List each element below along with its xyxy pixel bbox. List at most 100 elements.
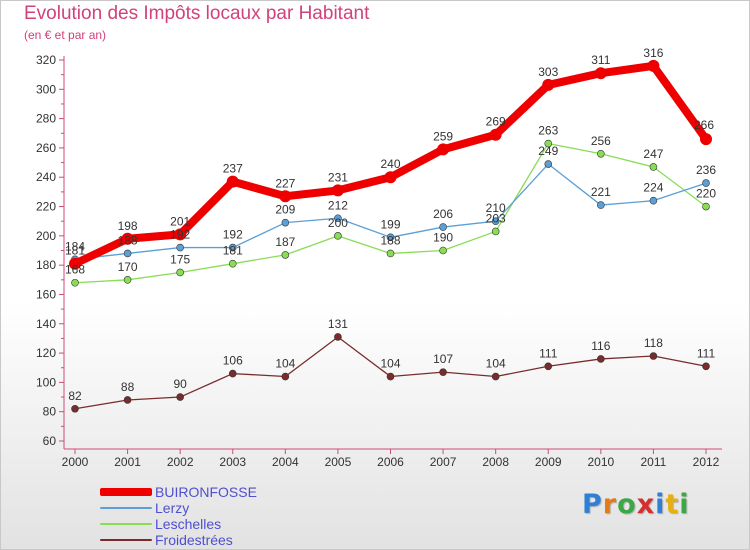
x-tick-label: 2009 [535, 455, 562, 469]
data-label: 210 [486, 201, 506, 215]
data-point [386, 372, 395, 381]
legend: BUIRONFOSSE Lerzy Leschelles Froidestrée… [100, 484, 257, 548]
data-point [176, 393, 184, 401]
data-label: 240 [380, 157, 400, 171]
data-label: 221 [591, 185, 611, 199]
data-label: 206 [433, 207, 453, 221]
data-point [228, 369, 237, 378]
data-point [491, 227, 500, 236]
data-point [279, 190, 292, 203]
x-tick-label: 2003 [219, 455, 246, 469]
y-tick-label: 220 [36, 200, 56, 214]
data-point [281, 251, 290, 259]
data-label: 111 [697, 346, 716, 360]
data-point [649, 196, 658, 205]
data-label: 118 [644, 336, 663, 350]
data-point [649, 352, 658, 360]
data-label: 82 [68, 389, 82, 403]
data-point [597, 201, 605, 209]
data-point [334, 214, 342, 223]
data-point [700, 133, 712, 146]
legend-item-buironfosse: BUIRONFOSSE [100, 484, 257, 500]
legend-label-lerzy: Lerzy [155, 500, 190, 516]
y-tick-label: 260 [36, 141, 56, 155]
data-label: 104 [275, 357, 295, 371]
chart-subtitle: (en € et par an) [24, 28, 107, 42]
y-tick-label: 280 [36, 112, 56, 126]
data-point [123, 276, 132, 284]
legend-item-froidestrees: Froidestrées [100, 532, 257, 548]
legend-label-froidestrees: Froidestrées [155, 532, 233, 548]
data-label: 90 [173, 377, 187, 391]
x-tick-label: 2008 [482, 455, 509, 469]
data-label: 227 [275, 176, 295, 190]
data-point [386, 233, 395, 242]
data-point [71, 278, 79, 287]
data-label: 184 [65, 239, 85, 253]
logo-letter: o [617, 489, 637, 520]
data-point [542, 78, 555, 91]
y-tick-label: 120 [36, 346, 56, 360]
x-tick-label: 2007 [430, 455, 457, 469]
legend-swatch-buironfosse [100, 488, 152, 496]
data-point [647, 59, 660, 72]
data-label: 188 [380, 233, 400, 247]
data-label: 104 [486, 357, 506, 371]
data-point [334, 333, 342, 341]
data-point [489, 128, 502, 141]
y-tick-label: 180 [36, 258, 56, 272]
data-label: 249 [538, 144, 558, 158]
data-label: 259 [433, 129, 453, 143]
data-label: 181 [65, 244, 85, 258]
logo-letter: r [602, 489, 618, 520]
data-label: 311 [591, 53, 610, 67]
y-tick-label: 100 [36, 375, 56, 389]
data-point [437, 143, 450, 156]
data-point [491, 372, 500, 381]
data-label: 263 [538, 124, 558, 138]
data-label: 237 [223, 162, 243, 176]
data-label: 247 [643, 147, 663, 161]
data-point [228, 259, 237, 268]
y-tick-label: 240 [36, 170, 56, 184]
data-label: 220 [696, 187, 716, 201]
data-point [597, 355, 605, 363]
legend-label-leschelles: Leschelles [155, 516, 222, 532]
data-label: 88 [121, 380, 135, 394]
data-point [491, 217, 500, 225]
logo-letter: P [582, 489, 603, 520]
x-tick-label: 2004 [272, 455, 299, 469]
legend-item-leschelles: Leschelles [100, 516, 257, 532]
legend-label-buironfosse: BUIRONFOSSE [155, 484, 257, 500]
data-point [228, 243, 237, 252]
x-tick-label: 2011 [641, 455, 667, 469]
data-point [174, 228, 187, 241]
data-point [123, 396, 132, 404]
legend-swatch-froidestrees [100, 539, 152, 541]
data-label: 212 [328, 198, 348, 212]
data-label: 231 [328, 170, 348, 184]
data-label: 116 [591, 339, 610, 353]
data-label: 256 [591, 134, 611, 148]
logo-letter: x [636, 489, 656, 520]
data-label: 198 [118, 219, 138, 233]
data-label: 175 [170, 252, 190, 266]
data-point [544, 160, 553, 168]
data-point [544, 362, 553, 371]
chart-title: Evolution des Impôts locaux par Habitant [24, 3, 370, 24]
data-label: 190 [433, 231, 453, 245]
data-point [439, 368, 447, 376]
data-point [594, 67, 607, 80]
data-point [176, 243, 184, 252]
data-label: 181 [223, 244, 243, 258]
data-point [71, 404, 79, 413]
data-point [331, 184, 344, 197]
y-tick-label: 140 [36, 317, 56, 331]
data-label: 201 [170, 214, 190, 228]
data-point [649, 163, 658, 171]
data-point [176, 268, 184, 277]
data-label: 131 [328, 317, 348, 331]
data-point [226, 175, 239, 188]
